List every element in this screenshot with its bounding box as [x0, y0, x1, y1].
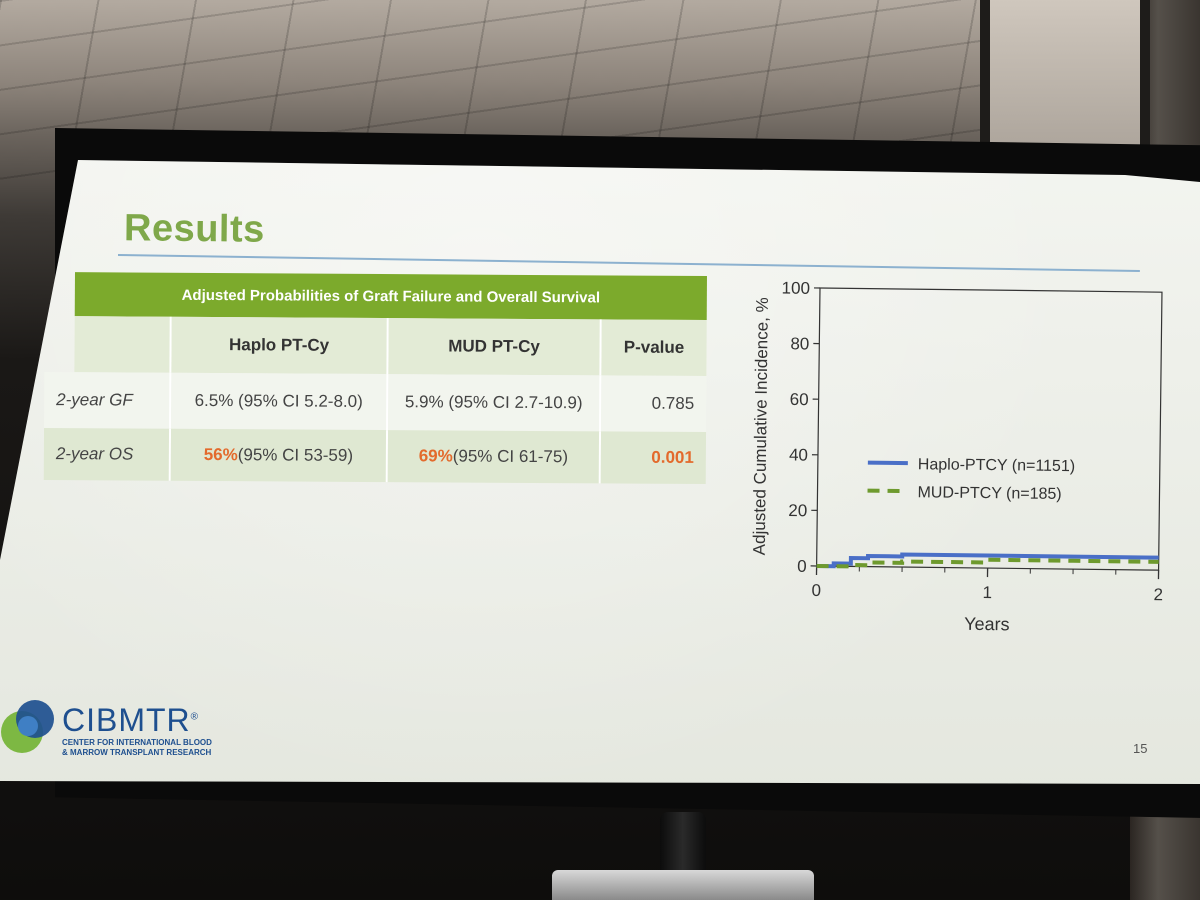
row-label: 2-year OS — [43, 427, 172, 481]
mud-ci: (95% CI 61-75) — [452, 446, 569, 467]
x-tick-label: 1 — [982, 583, 992, 602]
haplo-ci: 6.5% (95% CI 5.2-8.0) — [194, 390, 363, 411]
screen-support — [980, 0, 1150, 170]
haplo-value: 56% (95% CI 53-59) — [170, 428, 389, 483]
mud-value: 5.9% (95% CI 2.7-10.9) — [388, 374, 602, 432]
mud-value: 69% (95% CI 61-75) — [387, 430, 602, 484]
projector — [552, 870, 814, 900]
haplo-value: 6.5% (95% CI 5.2-8.0) — [171, 372, 389, 431]
logo-overlap — [18, 716, 38, 736]
y-tick-label: 40 — [789, 445, 808, 464]
legend-label: Haplo-PTCY (n=1151) — [918, 456, 1075, 475]
logo-registered-mark: ® — [190, 711, 200, 723]
series-line-haplo — [816, 552, 1159, 569]
series-line-mud — [816, 557, 1159, 569]
incidence-chart: 0 20 40 60 80 100 0 1 2 Years Adjusted Cumulative … — [750, 279, 1163, 635]
table-row: 2-year GF 6.5% (95% CI 5.2-8.0) 5.9% (95… — [44, 371, 707, 433]
results-table: Adjusted Probabilities of Graft Failure … — [43, 272, 710, 486]
x-tick-label: 0 — [811, 581, 821, 600]
plot-frame — [815, 287, 1163, 571]
slide-title: Results — [123, 207, 266, 251]
header-cell-haplo: Haplo PT-Cy — [171, 316, 389, 375]
haplo-ci: (95% CI 53-59) — [237, 445, 354, 465]
logo-subtitle-line2: & MARROW TRANSPLANT RESEARCH — [62, 748, 212, 757]
p-value: 0.785 — [601, 375, 707, 433]
y-tick-label: 60 — [790, 390, 809, 409]
page-number: 15 — [1133, 741, 1148, 756]
x-tick-label: 2 — [1153, 585, 1163, 604]
table-header-row: Haplo PT-Cy MUD PT-Cy P-value — [74, 316, 707, 377]
p-value: 0.001 — [600, 431, 707, 485]
y-tick-label: 100 — [782, 279, 811, 298]
row-label: 2-year GF — [44, 371, 172, 429]
y-tick-label: 20 — [788, 501, 807, 520]
header-cell-pvalue: P-value — [601, 319, 707, 377]
y-axis-label: Adjusted Cumulative Incidence, % — [750, 297, 772, 555]
cibmtr-logo-icon — [1, 700, 54, 753]
table-row: 2-year OS 56% (95% CI 53-59) 69% (95% CI… — [43, 427, 707, 485]
logo-subtitle-line1: CENTER FOR INTERNATIONAL BLOOD — [62, 738, 212, 747]
logo-subtitle: CENTER FOR INTERNATIONAL BLOOD & MARROW … — [62, 738, 212, 758]
logo-wordmark: CIBMTR — [62, 702, 191, 738]
y-tick-label: 80 — [790, 334, 809, 353]
y-tick-label: 0 — [797, 557, 807, 576]
haplo-highlight: 56% — [203, 444, 238, 465]
header-cell-blank — [74, 316, 172, 373]
table-caption: Adjusted Probabilities of Graft Failure … — [74, 272, 707, 321]
x-axis-label: Years — [964, 614, 1010, 635]
mud-highlight: 69% — [418, 446, 453, 466]
mud-ci: 5.9% (95% CI 2.7-10.9) — [404, 392, 583, 413]
header-cell-mud: MUD PT-Cy — [388, 318, 602, 376]
logo-name: CIBMTR® — [62, 702, 199, 739]
legend-label: MUD-PTCY (n=185) — [917, 484, 1061, 503]
